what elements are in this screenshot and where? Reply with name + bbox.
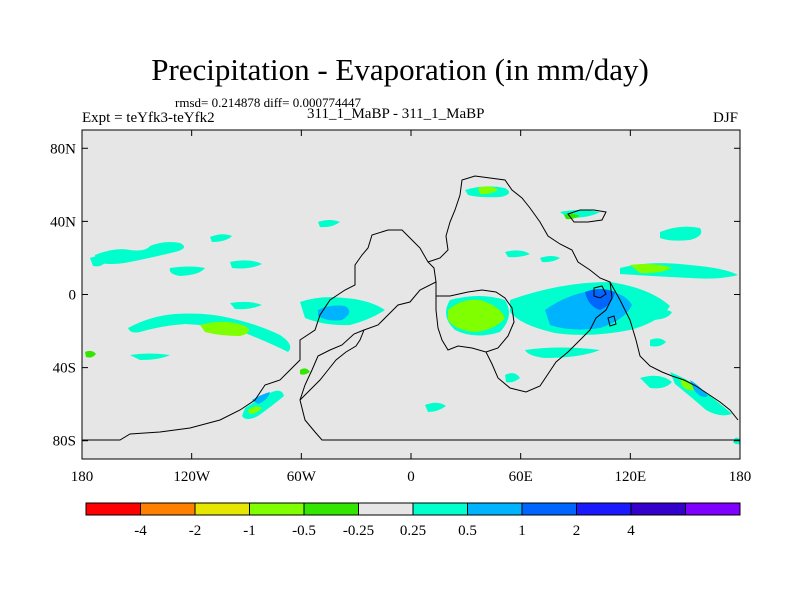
- x-tick-label: 60W: [287, 469, 317, 485]
- coastline-islands: [567, 209, 617, 327]
- colorbar-box: [303, 502, 359, 516]
- y-tick-label: 40S: [53, 361, 76, 377]
- colorbar-box: [412, 502, 468, 516]
- fill-patch: [660, 226, 702, 241]
- runs-label: 311_1_MaBP - 311_1_MaBP: [307, 106, 485, 122]
- colorbar-label: -1: [243, 523, 256, 539]
- stats-line: rmsd= 0.214878 diff= 0.000774447: [175, 95, 361, 110]
- y-tick-label: 40N: [50, 214, 76, 230]
- colorbar-label: 0.5: [458, 523, 477, 539]
- fill-patch: [505, 373, 520, 383]
- x-tick-label: 120W: [173, 469, 211, 485]
- fill-patch: [210, 234, 232, 242]
- fill-patch: [85, 350, 96, 358]
- fill-patch: [478, 186, 498, 195]
- fill-patch: [230, 301, 262, 310]
- colorbar-box: [685, 502, 741, 516]
- fill-patch: [630, 264, 672, 274]
- fill-patch: [425, 402, 446, 412]
- coastlines: [82, 175, 740, 441]
- fill-patch: [318, 305, 350, 321]
- fill-patch: [230, 260, 262, 269]
- fill-patch: [248, 406, 262, 414]
- colorbar-label: -2: [189, 523, 202, 539]
- plot-title: Precipitation - Evaporation (in mm/day): [151, 52, 649, 87]
- fill-patch: [252, 392, 270, 404]
- colorbar-box: [85, 502, 141, 516]
- x-tick-label: 120E: [614, 469, 646, 485]
- colorbar-box: [521, 502, 577, 516]
- colorbar-box: [140, 502, 196, 516]
- fill-patch: [585, 289, 615, 310]
- fill-patch: [525, 347, 600, 358]
- colorbar-label: 1: [518, 523, 526, 539]
- fill-patch: [564, 213, 580, 220]
- colorbar-box: [358, 502, 414, 516]
- colorbar-label: -0.5: [292, 523, 316, 539]
- fill-patch: [680, 378, 696, 391]
- fill-patch: [640, 308, 672, 320]
- colorbar-label: 2: [573, 523, 581, 539]
- experiment-label: Expt = teYfk3-teYfk2: [82, 110, 215, 126]
- colorbar-box: [630, 502, 686, 516]
- y-tick-label: 80S: [53, 434, 76, 450]
- y-tick-label: 80N: [50, 141, 76, 157]
- colorbar-boxes: [85, 502, 741, 516]
- fill-patch: [90, 256, 106, 267]
- x-tick-label: 0: [407, 469, 415, 485]
- axis-ticks: [81, 130, 741, 459]
- colorbar-label: 4: [627, 523, 635, 539]
- fill-patch: [169, 266, 205, 276]
- coastline-australia: [609, 281, 739, 421]
- fill-patch: [200, 321, 249, 336]
- coastline-south-america: [299, 329, 365, 401]
- fill-patch: [128, 313, 291, 352]
- colorbar-box: [467, 502, 523, 516]
- colorbar-label: -0.25: [343, 523, 374, 539]
- fill-patch: [448, 299, 505, 332]
- fill-patch: [540, 256, 560, 263]
- fill-patch: [640, 375, 672, 389]
- colorbar-labels: -4 -2 -1 -0.5 -0.25 0.25 0.5 1 2 4: [134, 523, 635, 539]
- x-tick-label: 180: [729, 469, 752, 485]
- fill-patch: [318, 220, 340, 228]
- x-tick-labels: 180 120W 60W 0 60E 120E 180: [71, 469, 752, 485]
- y-tick-labels: 80N 40N 0 40S 80S: [50, 141, 76, 449]
- season-label: DJF: [712, 110, 738, 126]
- coastline-africa: [436, 289, 515, 353]
- colorbar-box: [249, 502, 305, 516]
- colorbar-label: -4: [134, 523, 147, 539]
- x-tick-label: 180: [71, 469, 94, 485]
- fill-patch: [130, 353, 170, 360]
- colorbar-box: [194, 502, 250, 516]
- coastline-eurasia: [427, 175, 613, 393]
- colorbar-label: 0.25: [400, 523, 426, 539]
- x-tick-label: 60E: [509, 469, 533, 485]
- colorbar-box: [576, 502, 632, 516]
- fill-patch: [650, 338, 666, 347]
- coastline-north-america: [82, 229, 740, 441]
- fill-patch: [505, 250, 530, 258]
- fill-patch: [95, 242, 184, 264]
- y-tick-label: 0: [69, 288, 77, 304]
- fill-patch: [300, 368, 310, 375]
